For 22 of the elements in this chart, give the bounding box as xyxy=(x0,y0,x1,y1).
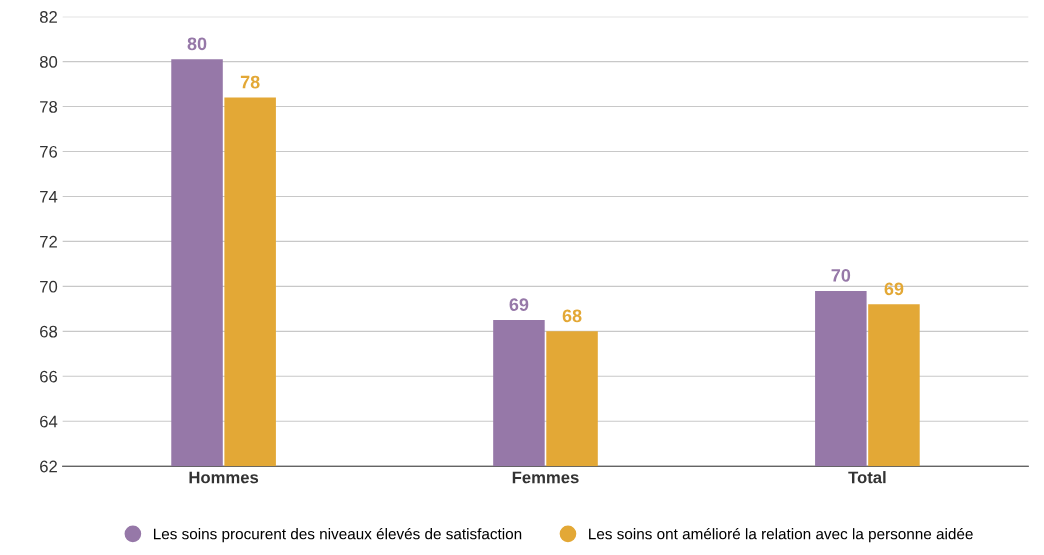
y-tick-label: 68 xyxy=(40,325,58,338)
x-tick-label: Total xyxy=(848,471,886,484)
y-tick-label: 74 xyxy=(40,191,58,203)
x-tick-label: Femmes xyxy=(512,471,579,484)
data-label: 80 xyxy=(187,37,207,51)
data-label: 69 xyxy=(884,282,904,296)
y-tick-label: 76 xyxy=(40,145,58,158)
y-tick-label: 80 xyxy=(39,56,58,68)
x-tick-label: Hommes xyxy=(189,471,259,484)
y-tick-label: 64 xyxy=(40,415,58,428)
y-tick-label: 66 xyxy=(40,370,58,383)
y-tick-label: 82 xyxy=(39,11,57,23)
y-tick-label: 72 xyxy=(40,235,57,248)
y-tick-label: 62 xyxy=(40,460,57,473)
legend-label: Les soins ont amélioré la relation avec la personne aidée xyxy=(589,527,973,543)
legend-label: Les soins procurent des niveaux élevés de satisfaction xyxy=(153,527,522,543)
data-label: 68 xyxy=(562,309,582,323)
data-label: 78 xyxy=(240,75,260,89)
y-tick-label: 78 xyxy=(40,100,58,113)
data-label: 69 xyxy=(509,298,529,311)
y-tick-label: 70 xyxy=(40,280,58,293)
data-label: 70 xyxy=(831,268,851,282)
